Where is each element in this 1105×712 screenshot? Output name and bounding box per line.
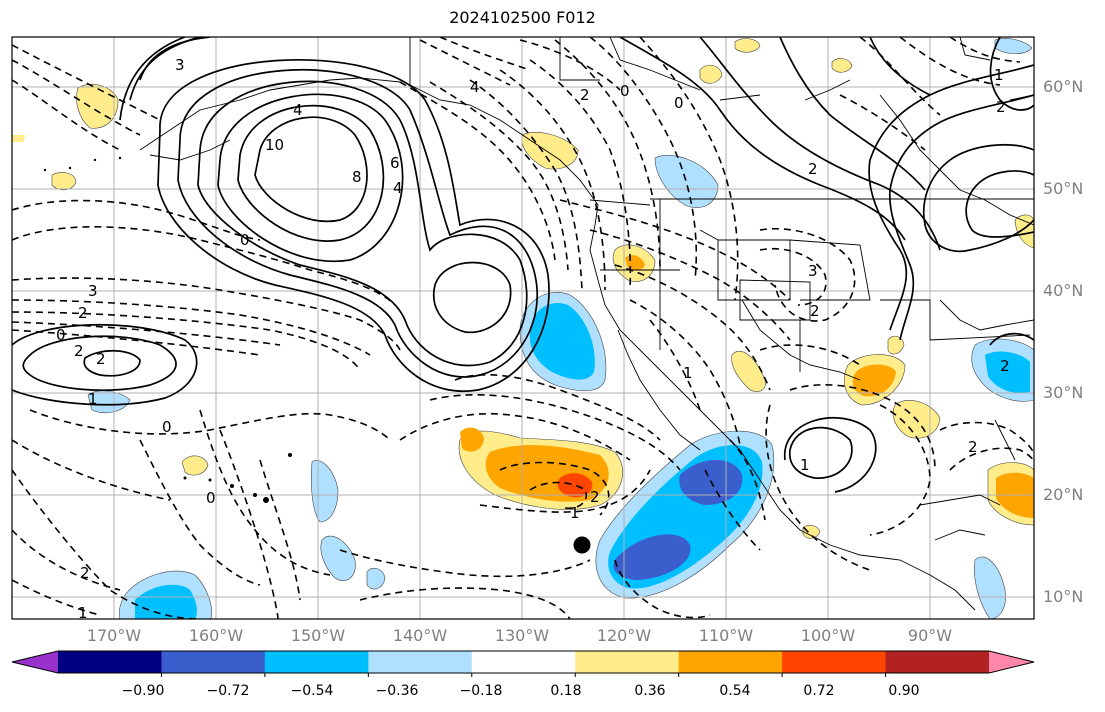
contour-label: 8 <box>352 168 362 186</box>
colorbar-tick-label: −0.72 <box>206 683 250 699</box>
map-border <box>11 36 1035 620</box>
lat-label-20n: 20°N <box>1043 485 1084 504</box>
contour-label: 4 <box>470 78 480 96</box>
colorbar-tick-label: −0.90 <box>121 683 165 699</box>
contour-label: 2 <box>80 564 90 582</box>
colorbar-bin <box>58 651 162 673</box>
lon-label-120w: 120°W <box>596 626 652 645</box>
contour-label: 4 <box>393 179 403 197</box>
chart-title: 2024102500 F012 <box>449 8 596 27</box>
map-panel: 4 10 8 6 4 3 0 3 2 0 2 2 1 0 0 2 1 2 1 4… <box>12 37 1034 622</box>
contour-label: 0 <box>56 326 66 344</box>
islands <box>43 156 292 503</box>
colorbar-bin <box>575 651 680 673</box>
contour-label: 0 <box>206 489 216 507</box>
contour-label: 6 <box>390 154 400 172</box>
lon-label-110w: 110°W <box>698 626 754 645</box>
lon-label-130w: 130°W <box>494 626 550 645</box>
colorbar-tick-label: 0.36 <box>634 683 666 699</box>
dashed-contours <box>12 37 1034 619</box>
storm-position-marker <box>573 536 591 554</box>
colorbar-tick-label: 0.18 <box>550 683 582 699</box>
contour-label: 3 <box>808 262 818 280</box>
colorbar-tick-label: 0.54 <box>719 683 751 699</box>
lon-label-100w: 100°W <box>800 626 856 645</box>
lat-label-30n: 30°N <box>1043 383 1084 402</box>
lon-label-160w: 160°W <box>188 626 244 645</box>
contour-label: 4 <box>293 101 303 119</box>
contour-label: 1 <box>800 456 810 474</box>
contour-label: 2 <box>996 98 1006 116</box>
contour-label: 0 <box>162 418 172 436</box>
contour-labels: 4 10 8 6 4 3 0 3 2 0 2 2 1 0 0 2 1 2 1 4… <box>56 56 1010 622</box>
contour-label: 3 <box>88 282 98 300</box>
contour-label: 1 <box>994 66 1004 84</box>
lat-label-50n: 50°N <box>1043 179 1084 198</box>
colorbar-tick-label: 0.90 <box>888 683 920 699</box>
contour-label: 0 <box>240 231 250 249</box>
lon-label-90w: 90°W <box>907 626 953 645</box>
colorbar-extend-max <box>989 651 1034 673</box>
colorbar-bin <box>782 651 887 673</box>
contour-label: 2 <box>808 160 818 178</box>
lat-label-40n: 40°N <box>1043 281 1084 300</box>
colorbar-tick-label: −0.54 <box>290 683 334 699</box>
contour-label: 10 <box>265 136 284 154</box>
solid-contours <box>12 37 1034 493</box>
contour-label: 2 <box>74 342 84 360</box>
contour-label: 2 <box>78 304 88 322</box>
contour-label: 1 <box>570 504 580 522</box>
contour-label: 1 <box>88 390 98 408</box>
colorbar-bin <box>368 651 473 673</box>
colorbar <box>11 650 1035 677</box>
colorbar-bin <box>471 651 576 673</box>
contour-label: 0 <box>674 94 684 112</box>
contour-label: 0 <box>620 82 630 100</box>
colorbar-extend-min <box>12 651 58 673</box>
contour-label: 2 <box>580 86 590 104</box>
colorbar-tick-label: −0.36 <box>375 683 419 699</box>
contour-label: 3 <box>175 56 185 74</box>
colorbar-tick-label: 0.72 <box>803 683 835 699</box>
lat-label-60n: 60°N <box>1043 77 1084 96</box>
colorbar-bin <box>264 651 369 673</box>
contour-label: 2 <box>1000 357 1010 375</box>
colorbar-bin <box>161 651 266 673</box>
lon-label-140w: 140°W <box>392 626 448 645</box>
contour-label: 2 <box>590 488 600 506</box>
contour-label: 2 <box>810 302 820 320</box>
contour-label: 2 <box>96 350 106 368</box>
colorbar-outline <box>11 650 1035 674</box>
lat-label-10n: 10°N <box>1043 587 1084 606</box>
lon-label-170w: 170°W <box>86 626 142 645</box>
colorbar-bin <box>885 651 990 673</box>
contour-label: 1 <box>78 604 88 622</box>
colorbar-bin <box>678 651 783 673</box>
contour-label: 1 <box>683 364 693 382</box>
lon-label-150w: 150°W <box>290 626 346 645</box>
colorbar-tick-label: −0.18 <box>459 683 503 699</box>
contour-label: 2 <box>968 438 978 456</box>
